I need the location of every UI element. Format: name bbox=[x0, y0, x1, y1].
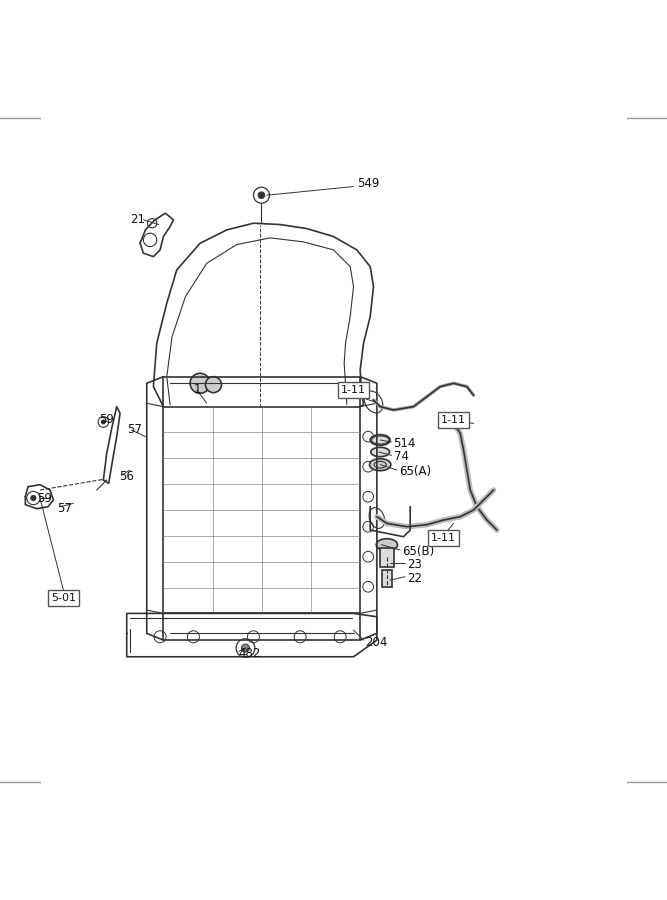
Bar bbox=[163, 407, 360, 614]
Text: 482: 482 bbox=[239, 647, 261, 660]
Ellipse shape bbox=[370, 459, 391, 471]
Text: 1-11: 1-11 bbox=[341, 385, 366, 395]
Bar bbox=[382, 570, 392, 587]
Text: 514: 514 bbox=[394, 436, 416, 450]
Text: 204: 204 bbox=[366, 635, 388, 649]
Circle shape bbox=[31, 495, 36, 500]
Text: 22: 22 bbox=[407, 572, 422, 585]
Text: 74: 74 bbox=[394, 450, 408, 464]
Text: 21: 21 bbox=[130, 213, 145, 227]
Text: 59: 59 bbox=[37, 491, 51, 505]
Circle shape bbox=[190, 374, 210, 393]
Text: 57: 57 bbox=[57, 501, 71, 515]
Text: 1-11: 1-11 bbox=[431, 533, 456, 543]
Text: 23: 23 bbox=[407, 558, 422, 572]
Ellipse shape bbox=[371, 447, 390, 456]
Text: 56: 56 bbox=[119, 470, 133, 483]
Text: 1: 1 bbox=[193, 383, 201, 397]
Text: 65(A): 65(A) bbox=[399, 464, 431, 478]
Circle shape bbox=[241, 644, 249, 652]
Circle shape bbox=[205, 376, 221, 392]
Ellipse shape bbox=[376, 539, 398, 551]
Circle shape bbox=[101, 420, 105, 424]
Text: 57: 57 bbox=[127, 424, 141, 436]
Bar bbox=[380, 548, 394, 567]
Text: 65(B): 65(B) bbox=[402, 544, 434, 558]
Text: 59: 59 bbox=[99, 413, 113, 427]
Ellipse shape bbox=[370, 435, 390, 446]
Circle shape bbox=[258, 192, 265, 199]
Text: 5-01: 5-01 bbox=[51, 593, 76, 603]
Text: 1-11: 1-11 bbox=[441, 415, 466, 425]
Text: 549: 549 bbox=[357, 176, 380, 190]
